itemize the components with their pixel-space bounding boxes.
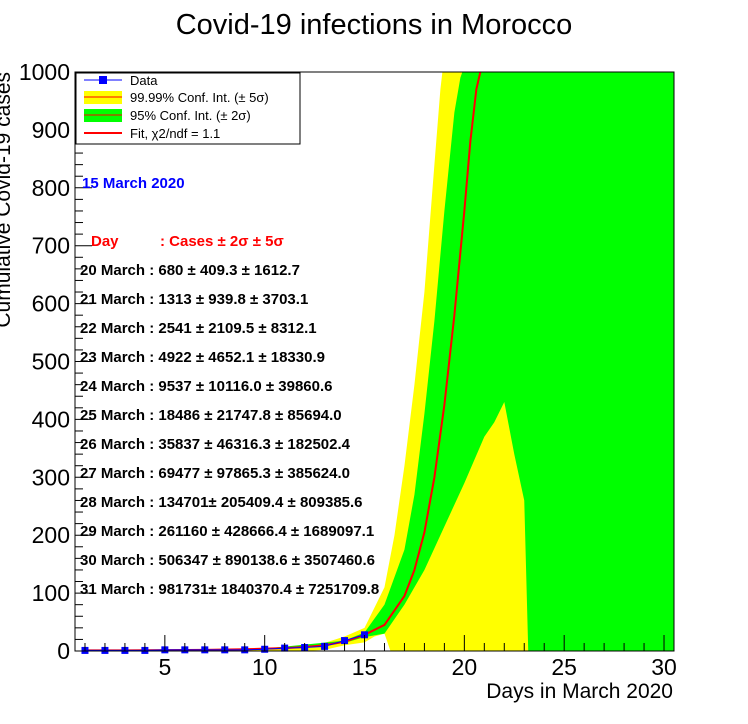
annotation-rows: 20 March : 680 ± 409.3 ± 1612.7 21 March …: [80, 262, 379, 598]
legend-data-marker: [99, 76, 107, 84]
annotation-row: 29 March : 261160 ± 428666.4 ± 1689097.1: [80, 523, 374, 540]
annotation-date: 15 March 2020: [82, 175, 185, 192]
annotation-row: 31 March : 981731± 1840370.4 ± 7251709.8: [80, 581, 379, 598]
x-tick-label: 5: [158, 654, 171, 680]
y-tick-label: 0: [57, 638, 70, 664]
x-axis-label: Days in March 2020: [486, 680, 673, 703]
y-tick-label: 100: [32, 580, 70, 606]
y-tick-label: 900: [32, 117, 70, 143]
y-tick-label: 800: [32, 175, 70, 201]
y-tick-label: 700: [32, 233, 70, 259]
data-point: [341, 637, 349, 645]
annotation-row: 25 March : 18486 ± 21747.8 ± 85694.0: [80, 407, 342, 424]
legend-label-data: Data: [130, 73, 158, 88]
annotation-header-day: Day: [91, 233, 119, 250]
y-axis-label: Cumulative Covid-19 cases: [0, 72, 15, 328]
legend-label-2sigma: 95% Conf. Int. (± 2σ): [130, 108, 251, 123]
x-tick-label: 10: [252, 654, 278, 680]
annotation-row: 30 March : 506347 ± 890138.6 ± 3507460.6: [80, 552, 375, 569]
legend: Data 99.99% Conf. Int. (± 5σ) 95% Conf. …: [75, 72, 301, 145]
annotation-row: 27 March : 69477 ± 97865.3 ± 385624.0: [80, 465, 350, 482]
x-tick-label: 15: [352, 654, 378, 680]
y-tick-label: 200: [32, 522, 70, 548]
x-tick-label: 30: [651, 654, 677, 680]
y-tick-label: 400: [32, 406, 70, 432]
x-tick-label: 20: [452, 654, 478, 680]
annotation-row: 20 March : 680 ± 409.3 ± 1612.7: [80, 262, 300, 279]
data-point: [361, 631, 369, 639]
annotation-row: 21 March : 1313 ± 939.8 ± 3703.1: [80, 291, 308, 308]
annotation-row: 28 March : 134701± 205409.4 ± 809385.6: [80, 494, 363, 511]
x-tick-label: 25: [551, 654, 577, 680]
legend-label-fit: Fit, χ2/ndf = 1.1: [130, 126, 220, 141]
confidence-bands: [84, 72, 674, 651]
band-2sigma: [84, 72, 674, 651]
y-tick-label: 1000: [19, 59, 70, 85]
y-tick-label: 600: [32, 291, 70, 317]
chart-title: Covid-19 infections in Morocco: [176, 9, 573, 41]
annotation-row: 26 March : 35837 ± 46316.3 ± 182502.4: [80, 436, 351, 453]
annotation-row: 22 March : 2541 ± 2109.5 ± 8312.1: [80, 320, 317, 337]
annotation-row: 23 March : 4922 ± 4652.1 ± 18330.9: [80, 349, 325, 366]
annotation-row: 24 March : 9537 ± 10116.0 ± 39860.6: [80, 378, 332, 395]
y-tick-label: 500: [32, 349, 70, 375]
annotation-header-cases: : Cases ± 2σ ± 5σ: [160, 233, 284, 250]
y-tick-label: 300: [32, 464, 70, 490]
legend-label-5sigma: 99.99% Conf. Int. (± 5σ): [130, 90, 269, 105]
